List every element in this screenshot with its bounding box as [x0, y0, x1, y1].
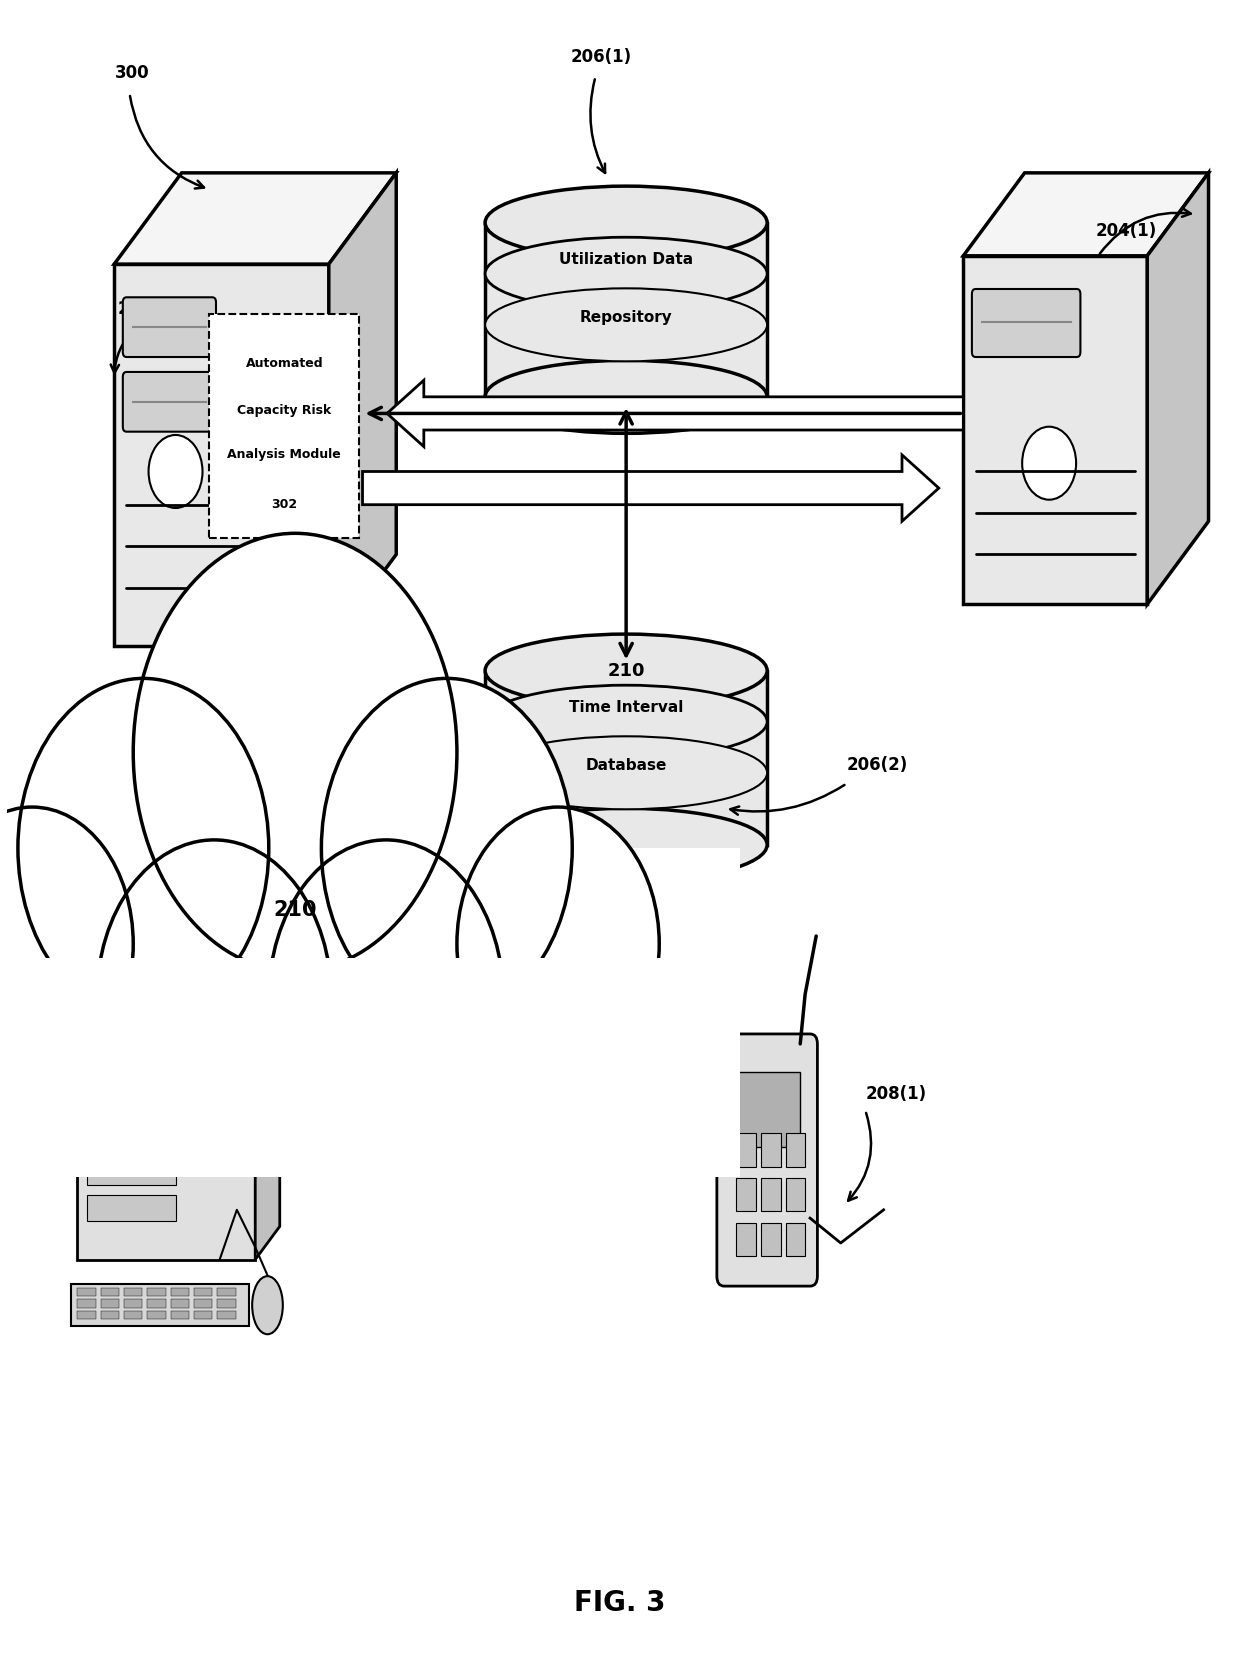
Circle shape [17, 678, 269, 1017]
Bar [737, 1178, 756, 1211]
Bar [785, 1134, 805, 1166]
Circle shape [1022, 427, 1076, 500]
Polygon shape [72, 1285, 249, 1327]
Bar [124, 1300, 143, 1308]
Circle shape [97, 840, 331, 1158]
Bar [193, 1288, 212, 1297]
Text: FIG. 3: FIG. 3 [574, 1589, 666, 1618]
Polygon shape [114, 172, 397, 264]
FancyArrow shape [387, 380, 963, 447]
Text: 208(1): 208(1) [866, 1084, 926, 1103]
FancyBboxPatch shape [123, 298, 216, 356]
FancyBboxPatch shape [717, 1034, 817, 1287]
Bar [0, 959, 740, 1178]
Bar [0, 848, 740, 1094]
Ellipse shape [485, 186, 768, 259]
Bar [217, 1288, 236, 1297]
Ellipse shape [485, 634, 768, 708]
Bar [148, 1300, 166, 1308]
Polygon shape [1147, 172, 1209, 604]
Text: 202: 202 [118, 299, 153, 318]
FancyBboxPatch shape [123, 371, 216, 432]
Text: 210: 210 [608, 661, 645, 679]
Polygon shape [114, 264, 329, 646]
Bar [193, 1300, 212, 1308]
Circle shape [149, 435, 202, 509]
Bar [87, 1195, 176, 1221]
Text: Analysis Module: Analysis Module [227, 448, 341, 462]
Bar [100, 1300, 119, 1308]
Bar [785, 1178, 805, 1211]
Circle shape [321, 678, 572, 1017]
Text: 302: 302 [272, 499, 298, 510]
Bar [210, 315, 360, 537]
Ellipse shape [252, 1276, 283, 1335]
Polygon shape [224, 937, 246, 1119]
Bar [77, 1312, 95, 1320]
Bar [171, 1312, 188, 1320]
Ellipse shape [485, 288, 768, 361]
Ellipse shape [485, 686, 768, 758]
Bar [193, 1312, 212, 1320]
Bar [77, 1288, 95, 1297]
Ellipse shape [485, 360, 768, 433]
Text: 300: 300 [115, 64, 150, 82]
Ellipse shape [485, 808, 768, 882]
Bar [761, 1134, 781, 1166]
Bar [148, 1312, 166, 1320]
Bar [77, 1300, 95, 1308]
Bar [171, 1288, 188, 1297]
Ellipse shape [485, 736, 768, 810]
Polygon shape [95, 960, 224, 1119]
Text: Capacity Risk: Capacity Risk [237, 403, 331, 417]
Circle shape [456, 806, 660, 1081]
Text: Utilization Data: Utilization Data [559, 253, 693, 268]
Bar [485, 671, 768, 845]
Bar [737, 1223, 756, 1256]
Polygon shape [255, 1128, 280, 1260]
Circle shape [133, 534, 456, 972]
Bar [217, 1312, 236, 1320]
Text: 206(2): 206(2) [847, 756, 908, 775]
Bar [124, 1312, 143, 1320]
Bar [785, 1223, 805, 1256]
Bar [761, 1223, 781, 1256]
Text: 206(1): 206(1) [570, 49, 632, 65]
FancyBboxPatch shape [972, 289, 1080, 356]
Bar [734, 1072, 800, 1146]
Bar [217, 1300, 236, 1308]
Text: Database: Database [585, 758, 667, 773]
Polygon shape [329, 172, 397, 646]
Bar [761, 1178, 781, 1211]
Circle shape [0, 806, 133, 1081]
Bar [100, 1312, 119, 1320]
Bar [100, 1288, 119, 1297]
Ellipse shape [485, 238, 768, 310]
Text: Automated: Automated [246, 356, 324, 370]
Polygon shape [77, 1128, 280, 1159]
Bar [171, 1300, 188, 1308]
Polygon shape [77, 1159, 255, 1260]
Bar [87, 1158, 176, 1184]
Bar [148, 1288, 166, 1297]
Bar [485, 223, 768, 397]
Text: Repository: Repository [580, 310, 672, 325]
Bar [108, 994, 212, 1103]
Text: Time Interval: Time Interval [569, 699, 683, 714]
Polygon shape [963, 172, 1209, 256]
Circle shape [269, 840, 503, 1158]
Bar [737, 1134, 756, 1166]
Text: 204(1): 204(1) [1096, 223, 1157, 239]
Bar [124, 1288, 143, 1297]
Text: 208(2): 208(2) [56, 1002, 118, 1019]
FancyArrow shape [362, 455, 939, 522]
Text: 210: 210 [273, 900, 317, 920]
Polygon shape [95, 937, 246, 960]
Polygon shape [963, 256, 1147, 604]
